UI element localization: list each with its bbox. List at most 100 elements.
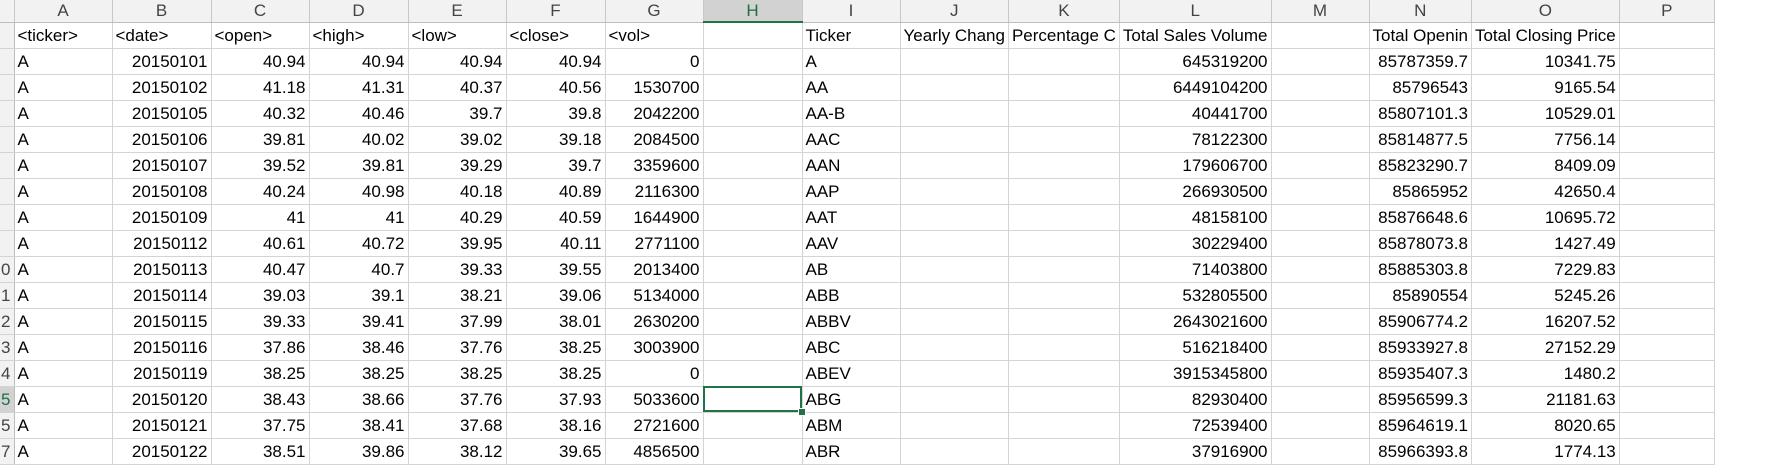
- cell-d[interactable]: 40.02: [309, 126, 409, 153]
- cell-h[interactable]: [703, 230, 803, 257]
- cell-p[interactable]: [1619, 308, 1715, 335]
- cell-p[interactable]: [1619, 438, 1715, 465]
- cell-c[interactable]: 39.52: [211, 152, 310, 179]
- cell-c[interactable]: 41.18: [211, 74, 310, 101]
- cell-e[interactable]: 37.76: [408, 334, 507, 361]
- cell-f[interactable]: 40.11: [506, 230, 606, 257]
- selected-cell[interactable]: [703, 386, 806, 416]
- cell-p[interactable]: [1619, 126, 1715, 153]
- cell-m[interactable]: [1271, 230, 1370, 257]
- cell-e[interactable]: 40.29: [408, 204, 507, 231]
- cell-j[interactable]: [900, 360, 1009, 387]
- header-cell[interactable]: <high>: [309, 22, 409, 49]
- cell-j[interactable]: [900, 386, 1009, 413]
- cell-j[interactable]: [900, 256, 1009, 283]
- cell-n[interactable]: 85787359.7: [1369, 48, 1472, 75]
- cell-k[interactable]: [1008, 48, 1120, 75]
- cell-k[interactable]: [1008, 438, 1120, 465]
- header-cell[interactable]: Total Sales Volume: [1119, 22, 1272, 49]
- cell-l[interactable]: 516218400: [1119, 334, 1272, 361]
- header-cell[interactable]: <open>: [211, 22, 310, 49]
- cell-f[interactable]: 39.18: [506, 126, 606, 153]
- cell-g[interactable]: 4856500: [605, 438, 704, 465]
- column-header-h[interactable]: H: [703, 0, 803, 23]
- cell-j[interactable]: [900, 308, 1009, 335]
- column-header-f[interactable]: F: [506, 0, 606, 23]
- cell-b[interactable]: 20150122: [112, 438, 212, 465]
- cell-k[interactable]: [1008, 334, 1120, 361]
- cell-l[interactable]: 78122300: [1119, 126, 1272, 153]
- cell-i[interactable]: AA: [802, 74, 901, 101]
- cell-b[interactable]: 20150113: [112, 256, 212, 283]
- cell-e[interactable]: 39.02: [408, 126, 507, 153]
- header-cell[interactable]: Total Openin: [1369, 22, 1472, 49]
- cell-j[interactable]: [900, 100, 1009, 127]
- cell-a[interactable]: A: [14, 360, 113, 387]
- header-cell[interactable]: Total Closing Price: [1471, 22, 1620, 49]
- cell-i[interactable]: ABC: [802, 334, 901, 361]
- cell-i[interactable]: ABR: [802, 438, 901, 465]
- cell-f[interactable]: 39.7: [506, 152, 606, 179]
- cell-d[interactable]: 38.66: [309, 386, 409, 413]
- cell-g[interactable]: 5033600: [605, 386, 704, 413]
- cell-j[interactable]: [900, 152, 1009, 179]
- cell-o[interactable]: 16207.52: [1471, 308, 1620, 335]
- cell-a[interactable]: A: [14, 386, 113, 413]
- row-header[interactable]: [0, 22, 15, 49]
- cell-i[interactable]: A: [802, 48, 901, 75]
- cell-j[interactable]: [900, 126, 1009, 153]
- cell-k[interactable]: [1008, 100, 1120, 127]
- cell-d[interactable]: 40.98: [309, 178, 409, 205]
- header-cell[interactable]: <ticker>: [14, 22, 113, 49]
- row-header[interactable]: 0: [0, 256, 15, 283]
- column-header-c[interactable]: C: [211, 0, 310, 23]
- row-header[interactable]: [0, 230, 15, 257]
- cell-b[interactable]: 20150107: [112, 152, 212, 179]
- cell-i[interactable]: ABB: [802, 282, 901, 309]
- cell-f[interactable]: 39.65: [506, 438, 606, 465]
- cell-b[interactable]: 20150116: [112, 334, 212, 361]
- cell-b[interactable]: 20150120: [112, 386, 212, 413]
- cell-h[interactable]: [703, 360, 803, 387]
- cell-a[interactable]: A: [14, 74, 113, 101]
- column-header-p[interactable]: P: [1619, 0, 1715, 23]
- cell-l[interactable]: 266930500: [1119, 178, 1272, 205]
- cell-l[interactable]: 532805500: [1119, 282, 1272, 309]
- cell-l[interactable]: 82930400: [1119, 386, 1272, 413]
- cell-c[interactable]: 40.47: [211, 256, 310, 283]
- cell-h[interactable]: [703, 74, 803, 101]
- row-header[interactable]: [0, 178, 15, 205]
- cell-m[interactable]: [1271, 152, 1370, 179]
- cell-o[interactable]: 8020.65: [1471, 412, 1620, 439]
- cell-f[interactable]: 40.89: [506, 178, 606, 205]
- cell-i[interactable]: AAV: [802, 230, 901, 257]
- cell-n[interactable]: 85814877.5: [1369, 126, 1472, 153]
- fill-handle[interactable]: [797, 407, 806, 416]
- cell-g[interactable]: 0: [605, 48, 704, 75]
- cell-g[interactable]: 3003900: [605, 334, 704, 361]
- cell-p[interactable]: [1619, 230, 1715, 257]
- cell-o[interactable]: 8409.09: [1471, 152, 1620, 179]
- cell-p[interactable]: [1619, 152, 1715, 179]
- cell-b[interactable]: 20150121: [112, 412, 212, 439]
- cell-c[interactable]: 39.81: [211, 126, 310, 153]
- cell-k[interactable]: [1008, 204, 1120, 231]
- cell-e[interactable]: 40.37: [408, 74, 507, 101]
- cell-a[interactable]: A: [14, 48, 113, 75]
- cell-d[interactable]: 38.41: [309, 412, 409, 439]
- cell-d[interactable]: 39.86: [309, 438, 409, 465]
- cell-a[interactable]: A: [14, 100, 113, 127]
- cell-j[interactable]: [900, 230, 1009, 257]
- cell-a[interactable]: A: [14, 178, 113, 205]
- cell-g[interactable]: 1530700: [605, 74, 704, 101]
- cell-o[interactable]: 10529.01: [1471, 100, 1620, 127]
- cell-f[interactable]: 40.94: [506, 48, 606, 75]
- cell-d[interactable]: 40.7: [309, 256, 409, 283]
- row-header[interactable]: 5: [0, 386, 15, 413]
- row-header[interactable]: [0, 48, 15, 75]
- cell-a[interactable]: A: [14, 204, 113, 231]
- row-header[interactable]: 4: [0, 360, 15, 387]
- cell-i[interactable]: ABBV: [802, 308, 901, 335]
- cell-p[interactable]: [1619, 360, 1715, 387]
- cell-d[interactable]: 41: [309, 204, 409, 231]
